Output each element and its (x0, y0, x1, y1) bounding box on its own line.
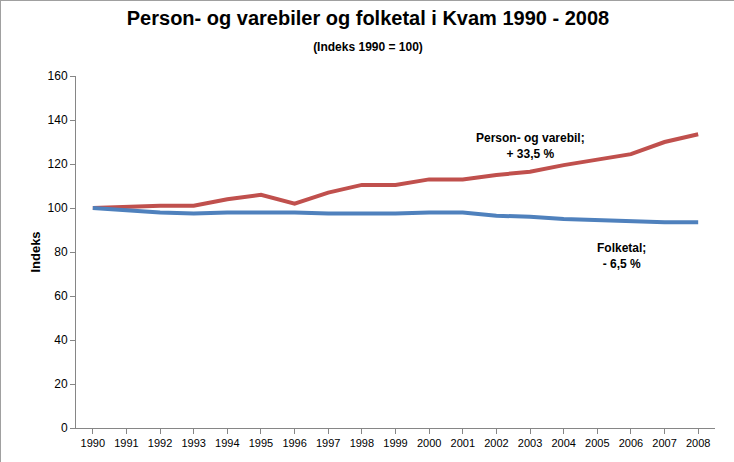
svg-text:1992: 1992 (148, 437, 172, 449)
svg-text:60: 60 (54, 289, 68, 303)
svg-text:1990: 1990 (81, 437, 105, 449)
svg-text:40: 40 (54, 333, 68, 347)
svg-text:80: 80 (54, 245, 68, 259)
svg-text:2007: 2007 (652, 437, 676, 449)
svg-text:2006: 2006 (619, 437, 643, 449)
svg-text:1999: 1999 (383, 437, 407, 449)
svg-text:Person- og varebil;+ 33,5 %: Person- og varebil;+ 33,5 % (476, 131, 585, 161)
svg-text:140: 140 (48, 113, 68, 127)
svg-text:20: 20 (54, 377, 68, 391)
svg-text:2008: 2008 (686, 437, 710, 449)
svg-text:2000: 2000 (417, 437, 441, 449)
svg-text:100: 100 (48, 201, 68, 215)
svg-text:1993: 1993 (181, 437, 205, 449)
svg-text:Folketal;- 6,5 %: Folketal;- 6,5 % (597, 241, 646, 271)
svg-text:1996: 1996 (282, 437, 306, 449)
svg-text:160: 160 (48, 69, 68, 83)
svg-text:2003: 2003 (518, 437, 542, 449)
svg-text:Person- og varebiler og folket: Person- og varebiler og folketal i Kvam … (127, 7, 609, 54)
svg-text:0: 0 (61, 421, 68, 435)
svg-text:1997: 1997 (316, 437, 340, 449)
svg-text:2001: 2001 (451, 437, 475, 449)
svg-text:2004: 2004 (551, 437, 575, 449)
svg-text:1994: 1994 (215, 437, 239, 449)
svg-text:120: 120 (48, 157, 68, 171)
svg-text:1991: 1991 (114, 437, 138, 449)
svg-text:2002: 2002 (484, 437, 508, 449)
svg-text:Indeks: Indeks (28, 231, 43, 272)
svg-text:2005: 2005 (585, 437, 609, 449)
svg-text:1998: 1998 (350, 437, 374, 449)
svg-text:1995: 1995 (249, 437, 273, 449)
